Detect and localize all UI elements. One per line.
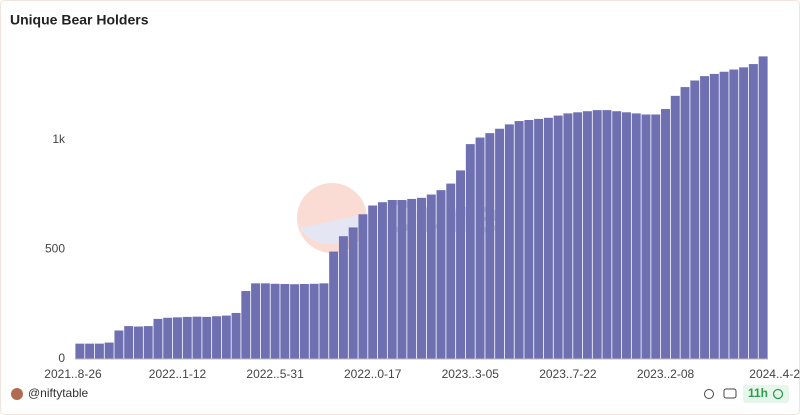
bar: [231, 312, 241, 359]
bar: [280, 284, 290, 359]
bar: [534, 118, 544, 359]
y-tick-label: 0: [58, 351, 65, 365]
bar: [514, 121, 524, 359]
bar: [338, 236, 348, 359]
bar: [270, 283, 280, 359]
chart-title: Unique Bear Holders: [10, 12, 149, 28]
bar: [397, 200, 407, 359]
bar: [260, 283, 270, 359]
y-tick-label: 500: [45, 242, 65, 256]
bar: [299, 284, 309, 359]
bar: [114, 330, 124, 359]
bar: [524, 119, 534, 359]
bar: [446, 183, 456, 359]
bar: [221, 315, 231, 359]
bar: [582, 111, 592, 359]
camera-icon[interactable]: [723, 388, 737, 399]
y-tick-label: 1k: [52, 132, 66, 146]
check-icon: [772, 388, 784, 400]
age: 11h: [748, 386, 768, 400]
bar: [485, 133, 495, 359]
bar: [368, 205, 378, 359]
bar: [417, 197, 426, 359]
bar: [690, 80, 700, 359]
x-tick-label: 2022..5-31: [246, 367, 304, 381]
bar: [719, 71, 729, 359]
bar: [602, 110, 612, 359]
bar: [329, 251, 339, 359]
bar: [241, 291, 251, 359]
x-tick-label: 2021..8-26: [44, 367, 102, 381]
x-tick-label: 2022..0-17: [344, 367, 402, 381]
bar: [495, 128, 505, 359]
bar: [94, 343, 104, 359]
bar: [426, 194, 436, 359]
bar: [553, 115, 563, 359]
bar: [563, 113, 573, 360]
bar: [104, 342, 114, 359]
bar: [124, 326, 134, 359]
bar: [729, 69, 739, 360]
bar: [456, 170, 466, 359]
bar: [202, 316, 212, 359]
x-tick-label: 2023..7-22: [539, 367, 597, 381]
bar: [465, 144, 475, 359]
bar: [670, 95, 680, 359]
bar: [631, 113, 641, 360]
bar: [543, 117, 553, 360]
bar: [475, 137, 485, 359]
bar: [592, 110, 602, 359]
bar: [173, 317, 182, 359]
bar: [641, 114, 651, 359]
bar: [309, 283, 319, 359]
bar: [75, 343, 85, 359]
bar: [739, 67, 749, 359]
x-tick-label: 2023..3-05: [442, 367, 500, 381]
x-tick-label: 2024..4-2: [749, 367, 800, 381]
watermark-text: Dune: [385, 190, 500, 242]
bar: [612, 111, 622, 359]
bar: [163, 317, 173, 359]
bar: [573, 112, 583, 359]
refresh-icon[interactable]: [704, 389, 714, 399]
bar: [680, 87, 690, 359]
bar: [319, 283, 329, 359]
bar: [348, 227, 358, 359]
author[interactable]: @niftytable: [28, 386, 89, 400]
bar: [358, 214, 368, 359]
x-tick-label: 2023..2-08: [637, 367, 695, 381]
bar: [251, 283, 261, 359]
bar: [700, 76, 710, 359]
bar: [85, 343, 95, 359]
bar: [192, 316, 202, 359]
bar: [377, 202, 387, 359]
author-avatar: [11, 388, 23, 400]
bar: [758, 56, 768, 360]
bar: [143, 326, 153, 359]
footer: @niftytable 11h: [11, 385, 789, 403]
bar: [651, 114, 661, 359]
x-tick-label: 2022..1-12: [149, 367, 207, 381]
bar: [407, 198, 417, 359]
bar: [504, 124, 514, 359]
bar: [621, 112, 631, 359]
bar: [133, 326, 143, 359]
bar: [436, 190, 446, 359]
bar: [153, 318, 163, 359]
bar: [661, 109, 670, 359]
bar: [182, 316, 192, 359]
bar: [748, 64, 758, 359]
bar: [709, 73, 719, 359]
bar: [290, 284, 300, 359]
bar: [212, 316, 222, 359]
bar: [387, 200, 397, 359]
